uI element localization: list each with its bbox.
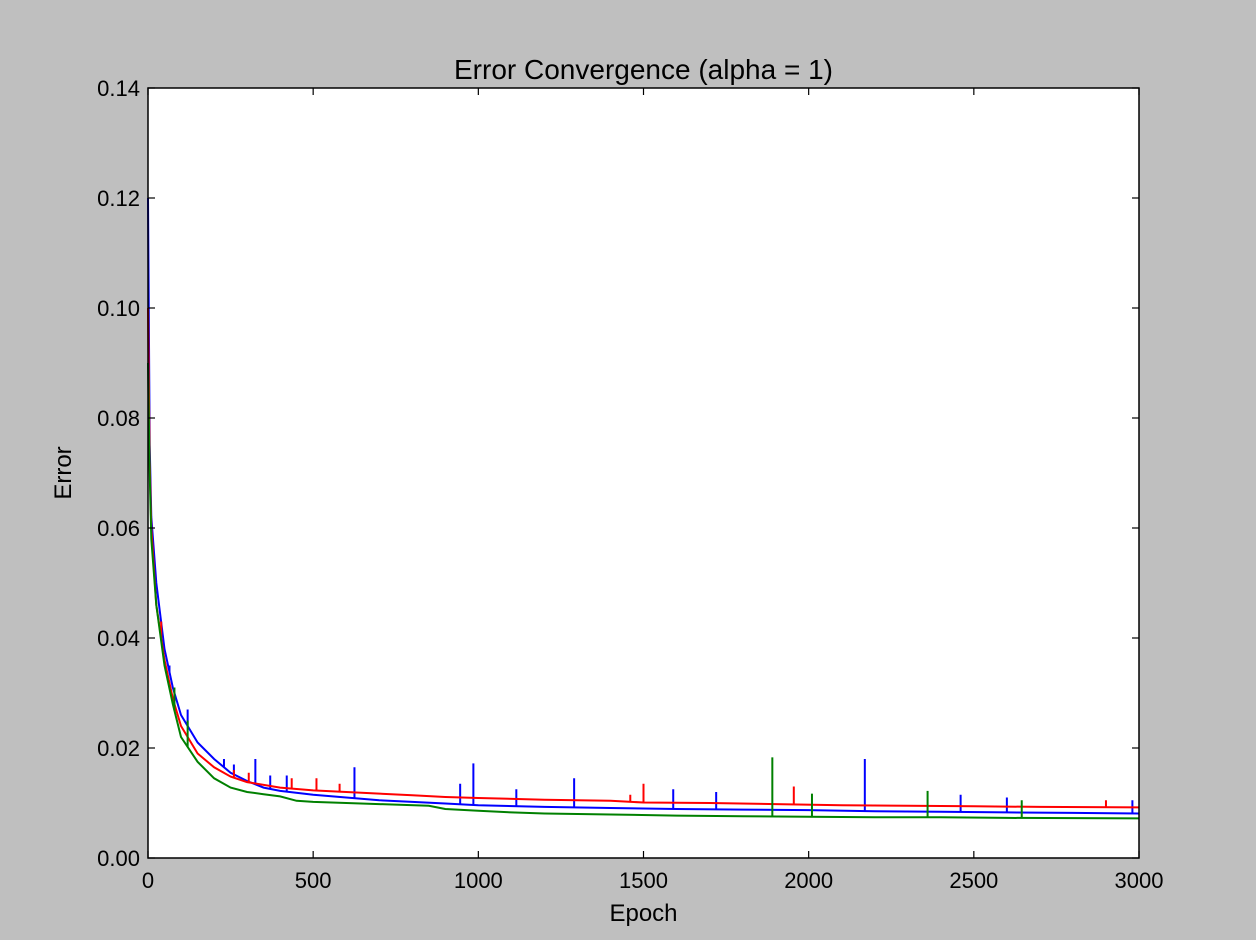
x-tick-label-4: 2000: [784, 868, 833, 893]
y-axis-title: Error: [50, 446, 77, 499]
x-tick-label-1: 500: [295, 868, 332, 893]
series-line-0: [147, 197, 1140, 815]
series-line-2: [147, 362, 1140, 820]
y-tick-label-0: 0.00: [97, 846, 140, 871]
x-tick-label-0: 0: [142, 868, 154, 893]
tick-layer: 0 500 1000 1500 2000 2500 3000 0.00 0.02 0.04 0.06…: [97, 76, 1163, 893]
y-tick-label-4: 0.08: [97, 406, 140, 431]
chart-title: Error Convergence (alpha = 1): [454, 54, 833, 85]
series-2: [147, 362, 1140, 820]
plot-area: [148, 88, 1139, 858]
plot-frame: [147, 87, 1140, 859]
x-tick-label-2: 1000: [454, 868, 503, 893]
x-tick-label-5: 2500: [949, 868, 998, 893]
x-tick-label-6: 3000: [1115, 868, 1164, 893]
y-tick-label-1: 0.02: [97, 736, 140, 761]
y-tick-label-5: 0.10: [97, 296, 140, 321]
y-tick-label-2: 0.04: [97, 626, 140, 651]
series-layer: [147, 197, 1140, 820]
y-tick-label-3: 0.06: [97, 516, 140, 541]
series-line-1: [147, 307, 1140, 809]
y-tick-label-6: 0.12: [97, 186, 140, 211]
x-tick-label-3: 1500: [619, 868, 668, 893]
y-tick-label-7: 0.14: [97, 76, 140, 101]
x-axis-title: Epoch: [609, 900, 677, 927]
